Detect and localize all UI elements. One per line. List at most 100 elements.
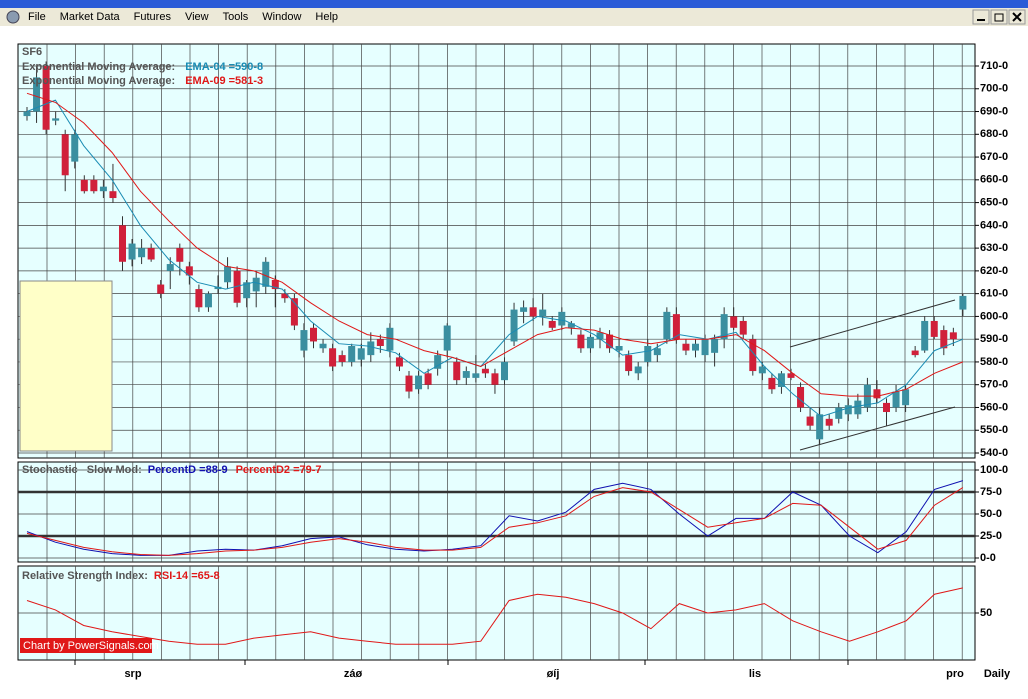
y-tick-label: 50: [980, 607, 992, 619]
y-tick-label: 680-0: [980, 128, 1008, 140]
candle-body: [902, 389, 910, 406]
candle-body: [816, 414, 824, 440]
candle-body: [61, 134, 69, 176]
candle-body: [271, 279, 279, 290]
title-bar: [0, 0, 1028, 8]
candle-body: [434, 355, 442, 369]
indicator-line: [26, 587, 964, 645]
candle-body: [224, 266, 232, 283]
candle-body: [138, 248, 146, 258]
candle-body: [577, 334, 585, 349]
candle-body: [930, 320, 938, 337]
menu-item[interactable]: Window: [262, 11, 301, 23]
credit: Chart by PowerSignals.com: [23, 640, 159, 652]
menu-item[interactable]: Futures: [134, 11, 172, 23]
candle-body: [682, 343, 690, 351]
y-tick-label: 580-0: [980, 356, 1008, 368]
y-tick-label: 0-0: [980, 552, 996, 564]
candle-body: [777, 373, 785, 387]
candle-body: [911, 350, 919, 356]
credit-badge: [20, 638, 152, 653]
candle-body: [586, 336, 594, 349]
candle-body: [405, 375, 413, 392]
trend-line: [789, 299, 956, 348]
window-buttons: [972, 9, 1026, 25]
y-tick-label: 610-0: [980, 288, 1008, 300]
candle-body: [80, 179, 88, 192]
y-tick-label: 590-0: [980, 333, 1008, 345]
indicator-line: [26, 99, 964, 418]
candle-body: [415, 375, 423, 390]
candle-body: [949, 332, 957, 340]
y-tick-label: 600-0: [980, 310, 1008, 322]
candle-body: [548, 320, 556, 328]
candle-body: [873, 389, 881, 399]
candle-body: [606, 334, 614, 349]
x-tick-label: záø: [344, 668, 363, 680]
candle-body: [539, 309, 547, 317]
candle-body: [376, 339, 384, 347]
y-tick-label: 670-0: [980, 151, 1008, 163]
candle-body: [99, 186, 107, 192]
candle-body: [33, 77, 41, 112]
indicator-line: [26, 480, 964, 556]
minimize-button[interactable]: [972, 9, 990, 25]
menu-item[interactable]: Tools: [223, 11, 249, 23]
candle-body: [176, 248, 184, 262]
candle-body: [119, 225, 126, 262]
candle-body: [520, 307, 528, 312]
candle-body: [625, 355, 633, 372]
candle-body: [23, 111, 31, 117]
candle-body: [300, 330, 308, 351]
candle-body: [128, 243, 136, 260]
legend-entry: EMA-09 =581-3: [185, 75, 263, 87]
indicator-label: Exponential Moving Average:: [22, 61, 175, 73]
indicator-label: Exponential Moving Average:: [22, 75, 175, 87]
candle-body: [787, 373, 795, 378]
menu-item[interactable]: Help: [315, 11, 338, 23]
y-tick-label: 540-0: [980, 447, 1008, 459]
candle-body: [491, 373, 499, 385]
candle-body: [959, 295, 967, 310]
app-icon: [6, 10, 20, 24]
candle-body: [844, 405, 852, 415]
candle-body: [567, 323, 575, 328]
candle-body: [596, 332, 604, 340]
y-tick-label: 630-0: [980, 242, 1008, 254]
candle-body: [348, 346, 356, 362]
indicator-line: [26, 92, 964, 397]
candle-body: [529, 307, 537, 317]
legend-entry: PercentD2 =79-7: [236, 464, 322, 476]
menu-bar: [0, 8, 1028, 26]
y-tick-label: 75-0: [980, 486, 1002, 498]
candle-body: [797, 386, 805, 408]
candle-body: [672, 314, 680, 340]
candle-body: [262, 261, 270, 287]
candle-body: [147, 248, 155, 260]
menu-item[interactable]: View: [185, 11, 209, 23]
candle-body: [711, 339, 719, 353]
y-tick-label: 700-0: [980, 83, 1008, 95]
menu-item[interactable]: Market Data: [60, 11, 121, 23]
candle-body: [204, 293, 212, 308]
candle-body: [701, 339, 709, 356]
candle-body: [692, 343, 699, 351]
candle-body: [338, 355, 346, 362]
candle-body: [52, 118, 60, 121]
y-tick-label: 25-0: [980, 530, 1002, 542]
candle-body: [854, 400, 862, 415]
candle-body: [319, 343, 327, 349]
y-tick-label: 550-0: [980, 424, 1008, 436]
candle-body: [940, 330, 948, 349]
candle-body: [252, 277, 260, 292]
restore-button[interactable]: [990, 9, 1008, 25]
x-tick-label: øíj: [547, 668, 560, 680]
candle-body: [462, 371, 470, 378]
candle-body: [501, 361, 508, 381]
y-tick-label: 650-0: [980, 196, 1008, 208]
y-tick-label: 100-0: [980, 464, 1008, 476]
menu-item[interactable]: File: [28, 11, 46, 23]
candle-body: [921, 320, 929, 351]
